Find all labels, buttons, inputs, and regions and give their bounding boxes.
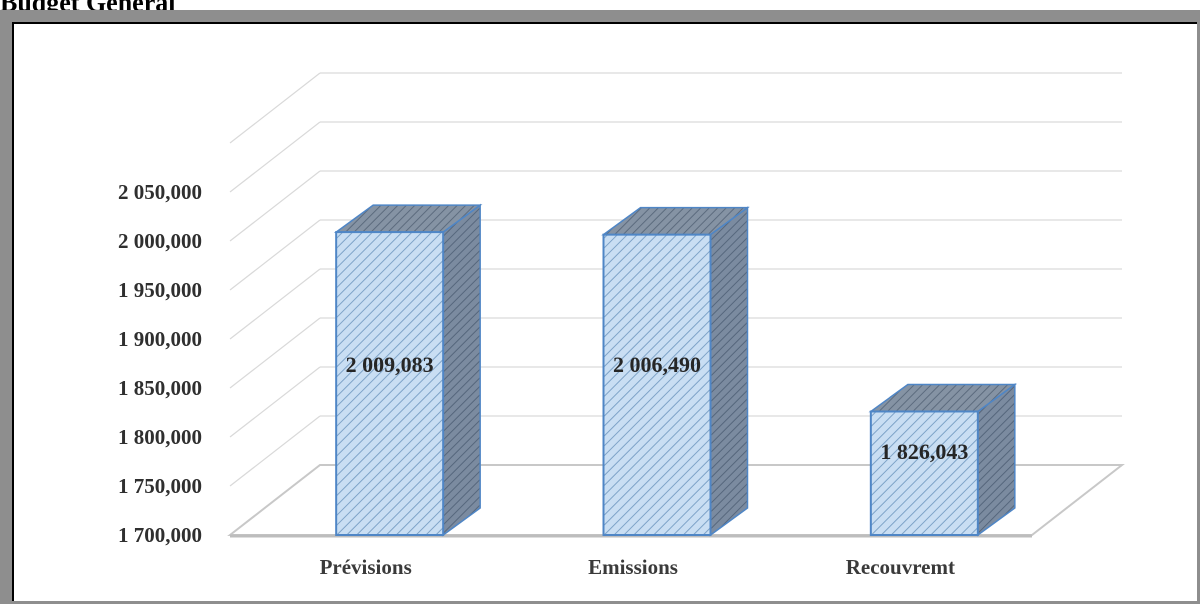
y-tick-label: 2 050,000 [118, 180, 202, 204]
x-category-label: Prévisions [320, 555, 412, 579]
bar [868, 383, 1018, 537]
x-category-label: Recouvremt [846, 555, 955, 579]
y-tick-label: 1 800,000 [118, 425, 202, 449]
x-axis-categories: Prévisions Emissions Recouvremt [320, 555, 955, 579]
data-label: 2 006,490 [613, 352, 701, 377]
y-tick-label: 2 000,000 [118, 229, 202, 253]
bars: 2 009,083 2 006,490 1 826,043 [333, 203, 1018, 537]
y-tick-label: 1 950,000 [118, 278, 202, 302]
gridline [229, 121, 1122, 193]
y-tick-label: 1 850,000 [118, 376, 202, 400]
y-axis-ticks: 1 700,000 1 750,000 1 800,000 1 850,000 1 90… [118, 180, 202, 547]
y-tick-label: 1 750,000 [118, 474, 202, 498]
data-label: 1 826,043 [880, 439, 968, 464]
gridline [229, 170, 1122, 242]
bar [601, 206, 750, 537]
gridline [229, 72, 1122, 144]
bar [333, 203, 483, 537]
data-label: 2 009,083 [346, 352, 434, 377]
y-tick-label: 1 900,000 [118, 327, 202, 351]
y-tick-label: 1 700,000 [118, 523, 202, 547]
x-category-label: Emissions [588, 555, 678, 579]
